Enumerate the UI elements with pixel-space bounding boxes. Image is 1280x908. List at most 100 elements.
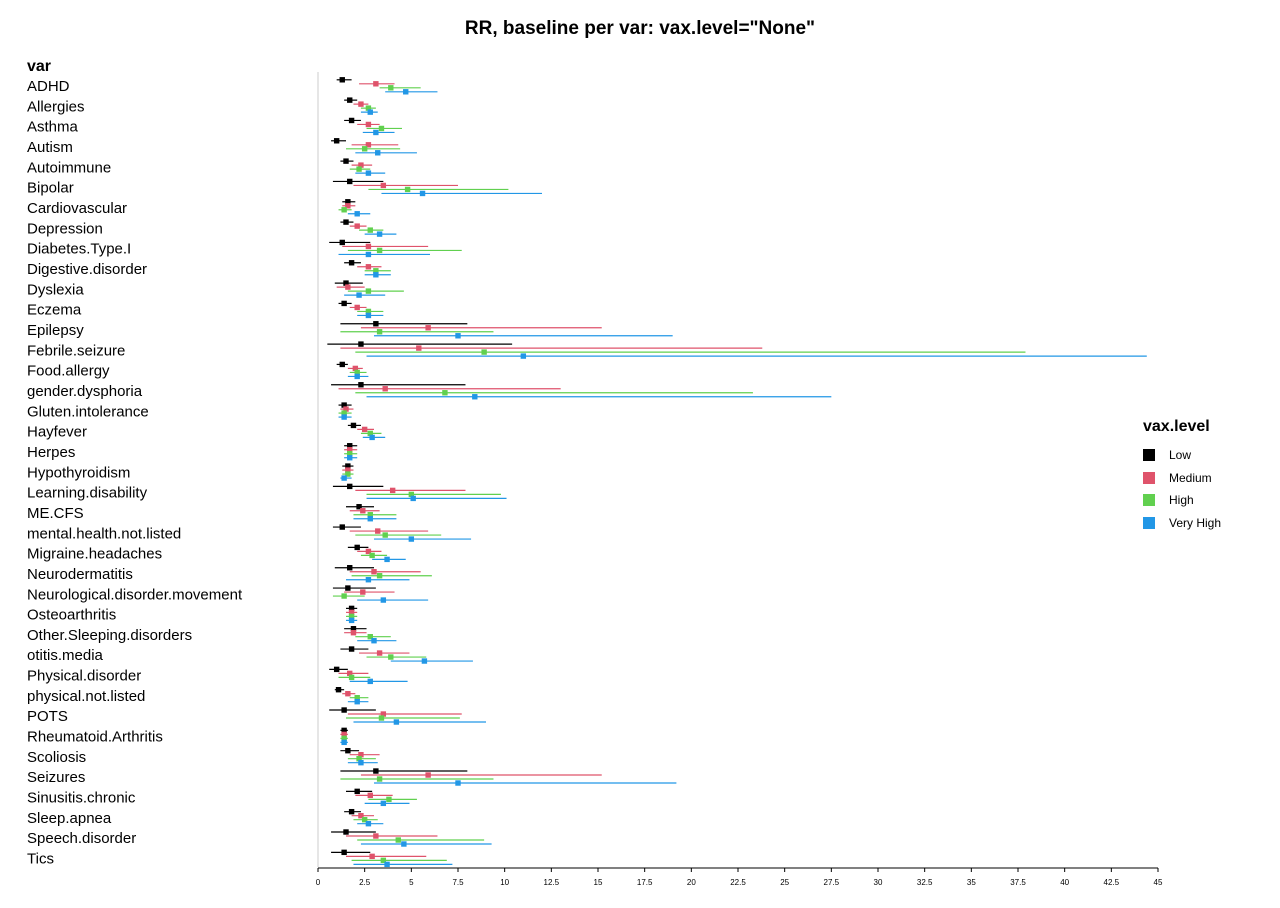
- point-estimate: [360, 589, 366, 595]
- row-label: Speech.disorder: [27, 830, 136, 847]
- point-estimate: [348, 808, 355, 815]
- point-estimate: [382, 532, 388, 538]
- row-group: [344, 260, 391, 278]
- point-estimate: [373, 833, 379, 839]
- point-estimate: [341, 207, 347, 213]
- point-estimate: [380, 711, 387, 717]
- point-estimate: [341, 739, 347, 746]
- row-group: [338, 402, 354, 420]
- point-estimate: [354, 544, 360, 551]
- row-group: [340, 158, 386, 176]
- point-estimate: [354, 699, 360, 705]
- x-tick-label: 15: [594, 878, 603, 887]
- row-label: Bipolar: [27, 180, 74, 197]
- row-group: [331, 829, 492, 847]
- point-estimate: [361, 816, 368, 823]
- legend-swatch: [1143, 516, 1155, 529]
- point-estimate: [345, 691, 351, 697]
- row-group: [344, 443, 358, 461]
- point-estimate: [365, 577, 372, 583]
- row-group: [346, 605, 358, 624]
- point-estimate: [365, 548, 372, 555]
- point-estimate: [373, 272, 379, 278]
- point-estimate: [348, 609, 355, 616]
- point-estimate: [376, 573, 383, 579]
- point-estimate: [367, 109, 373, 115]
- row-label: Physical.disorder: [27, 668, 141, 685]
- point-estimate: [341, 707, 347, 713]
- row-group: [329, 666, 408, 685]
- point-estimate: [343, 280, 349, 286]
- point-estimate: [347, 455, 353, 461]
- x-tick-label: 5: [409, 878, 414, 887]
- point-estimate: [352, 365, 359, 372]
- point-estimate: [408, 491, 415, 498]
- row-group: [340, 727, 348, 746]
- point-estimate: [333, 138, 340, 144]
- row-label: POTS: [27, 708, 68, 725]
- row-group: [331, 138, 417, 156]
- row-group: [340, 768, 677, 786]
- row-group: [338, 300, 384, 319]
- row-label: Eczema: [27, 302, 82, 319]
- point-estimate: [358, 759, 364, 766]
- point-estimate: [361, 146, 368, 152]
- point-estimate: [367, 792, 373, 799]
- row-group: [347, 422, 386, 441]
- x-tick-label: 10: [500, 878, 509, 887]
- row-label: Neurological.disorder.movement: [27, 586, 243, 603]
- point-estimate: [345, 203, 351, 209]
- point-estimate: [369, 853, 375, 860]
- x-tick-label: 35: [967, 878, 976, 887]
- point-estimate: [371, 569, 377, 575]
- row-label: Scoliosis: [27, 749, 86, 766]
- row-labels: ADHD Allergies Asthma Autism Autoimmune Bipol…: [27, 78, 243, 868]
- x-tick-label: 27.5: [824, 878, 840, 887]
- row-group: [334, 565, 432, 583]
- point-estimate: [339, 239, 345, 246]
- point-estimate: [345, 747, 351, 754]
- point-estimate: [354, 304, 360, 311]
- legend-swatch: [1143, 494, 1155, 507]
- row-label: Dyslexia: [27, 281, 84, 298]
- point-estimate: [376, 650, 383, 656]
- point-estimate: [350, 422, 357, 429]
- row-label: Autoimmune: [27, 159, 111, 176]
- chart-title: RR, baseline per var: vax.level="None": [464, 18, 816, 39]
- point-estimate: [404, 186, 411, 193]
- row-label: Hypothyroidism: [27, 464, 130, 481]
- x-tick-label: 0: [316, 878, 321, 887]
- legend-label: Low: [1169, 448, 1192, 463]
- point-estimate: [341, 731, 347, 738]
- point-estimate: [395, 837, 401, 843]
- row-group: [334, 280, 404, 298]
- legend-swatch: [1143, 449, 1155, 462]
- point-estimate: [380, 182, 387, 189]
- point-estimate: [356, 504, 362, 510]
- point-estimate: [345, 471, 351, 477]
- point-estimate: [410, 495, 416, 502]
- row-group: [336, 361, 369, 380]
- row-group: [346, 788, 417, 807]
- point-estimate: [389, 487, 396, 494]
- x-tick-label: 32.5: [917, 878, 933, 887]
- row-group: [331, 382, 832, 400]
- point-estimate: [419, 190, 426, 197]
- point-estimate: [341, 300, 347, 307]
- x-tick-label: 30: [874, 878, 883, 887]
- legend-label: Medium: [1169, 470, 1212, 485]
- point-estimate: [376, 247, 383, 254]
- point-estimate: [442, 390, 448, 396]
- point-estimate: [365, 308, 372, 315]
- row-group: [332, 585, 429, 603]
- row-label: mental.health.not.listed: [27, 525, 181, 542]
- row-label: Febrile.seizure: [27, 342, 125, 359]
- row-label: otitis.media: [27, 647, 104, 664]
- x-tick-label: 40: [1060, 878, 1069, 887]
- point-estimate: [354, 373, 360, 380]
- point-estimate: [358, 162, 364, 168]
- x-axis: 0 2.5 5 7.5 10 12.5 15 17.5 20 22.5 25 27.5 30 32.5 35…: [316, 867, 1163, 887]
- point-estimate: [369, 434, 375, 441]
- point-estimate: [376, 231, 383, 237]
